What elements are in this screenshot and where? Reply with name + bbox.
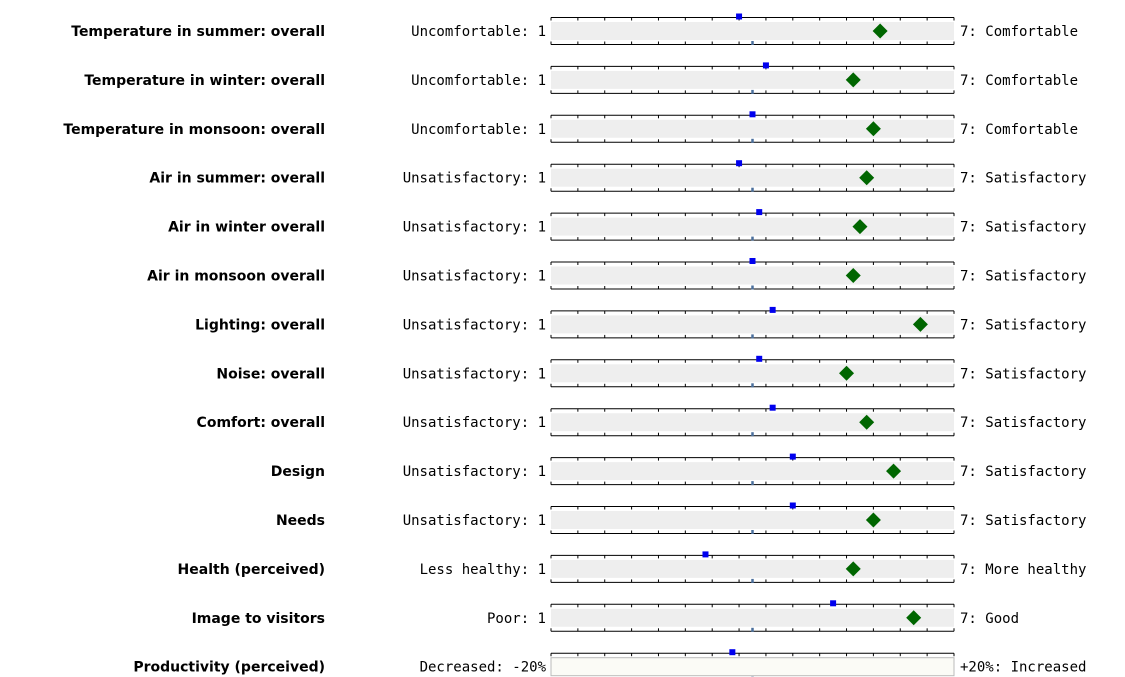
- benchmark-point: [756, 209, 763, 216]
- building-value-point: [865, 512, 881, 528]
- scale-right-label: 7: More healthy: [960, 562, 1086, 578]
- row-label: Air in monsoon overall: [147, 269, 325, 285]
- scale-left-label: Unsatisfactory: 1: [403, 220, 546, 236]
- row-track: [551, 22, 954, 40]
- scale-right-label: 7: Comfortable: [960, 24, 1078, 40]
- building-value-point: [859, 170, 875, 186]
- scale-left-label: Decreased: -20%: [420, 660, 547, 676]
- scale-left-label: Unsatisfactory: 1: [403, 171, 546, 187]
- row-track: [551, 462, 954, 481]
- scale-right-label: 7: Satisfactory: [960, 415, 1086, 431]
- scale-right-label: 7: Good: [960, 611, 1019, 627]
- benchmark-point: [729, 649, 736, 656]
- benchmark-point: [736, 160, 743, 167]
- row-label: Temperature in winter: overall: [84, 73, 325, 89]
- benchmark-point: [702, 551, 709, 558]
- scale-left-label: Unsatisfactory: 1: [403, 415, 546, 431]
- row-label: Image to visitors: [192, 611, 325, 627]
- benchmark-point: [756, 355, 763, 362]
- benchmark-point: [769, 404, 776, 411]
- row-label: Design: [271, 464, 325, 480]
- scale-left-label: Less healthy: 1: [420, 562, 546, 578]
- building-value-point: [839, 365, 855, 381]
- scale-right-label: 7: Satisfactory: [960, 269, 1086, 285]
- building-value-point: [906, 610, 922, 626]
- benchmark-point: [736, 13, 743, 20]
- scale-left-label: Poor: 1: [487, 611, 546, 627]
- building-value-point: [865, 121, 881, 137]
- row-track: [551, 559, 954, 578]
- row-label: Lighting: overall: [195, 317, 325, 333]
- row-label: Comfort: overall: [197, 415, 325, 431]
- benchmark-point: [769, 306, 776, 313]
- row-track: [550, 657, 955, 677]
- scale-right-label: 7: Satisfactory: [960, 366, 1086, 382]
- scale-left-label: Uncomfortable: 1: [411, 122, 546, 138]
- scale-right-label: +20%: Increased: [960, 660, 1086, 676]
- row-track: [551, 119, 954, 138]
- row-label: Temperature in monsoon: overall: [63, 122, 325, 138]
- row-track: [551, 217, 954, 236]
- scale-right-label: 7: Satisfactory: [960, 317, 1086, 333]
- scale-left-label: Unsatisfactory: 1: [403, 317, 546, 333]
- benchmark-point: [749, 258, 756, 264]
- row-track: [551, 315, 954, 334]
- scale-left-label: Unsatisfactory: 1: [403, 513, 546, 529]
- building-value-point: [852, 219, 868, 235]
- benchmark-point: [749, 111, 756, 118]
- row-label: Health (perceived): [178, 562, 325, 578]
- scale-right-label: 7: Satisfactory: [960, 464, 1086, 480]
- scale-left-label: Uncomfortable: 1: [411, 73, 546, 89]
- building-value-point: [845, 561, 861, 577]
- scale-left-label: Unsatisfactory: 1: [403, 269, 546, 285]
- benchmark-point: [789, 453, 796, 460]
- building-value-point: [845, 268, 861, 283]
- scale-left-label: Unsatisfactory: 1: [403, 366, 546, 382]
- scale-right-label: 7: Comfortable: [960, 122, 1078, 138]
- row-label: Productivity (perceived): [133, 660, 325, 676]
- row-track: [551, 364, 954, 383]
- building-value-point: [845, 72, 861, 88]
- building-value-point: [872, 23, 888, 39]
- building-value-point: [886, 463, 902, 479]
- row-label: Air in winter overall: [168, 220, 325, 236]
- benchmark-point: [830, 600, 837, 607]
- benchmark-point: [762, 62, 769, 69]
- row-label: Needs: [276, 513, 325, 529]
- row-label: Air in summer: overall: [149, 171, 325, 187]
- scale-right-label: 7: Satisfactory: [960, 220, 1086, 236]
- scale-right-label: 7: Satisfactory: [960, 513, 1086, 529]
- scale-left-label: Uncomfortable: 1: [411, 24, 546, 40]
- row-track: [551, 511, 954, 529]
- building-value-point: [912, 316, 928, 332]
- row-track: [551, 70, 954, 89]
- row-label: Temperature in summer: overall: [71, 24, 325, 40]
- row-track: [551, 413, 954, 432]
- scale-right-label: 7: Satisfactory: [960, 171, 1086, 187]
- row-track: [551, 266, 954, 285]
- row-track: [551, 168, 954, 187]
- scale-left-label: Unsatisfactory: 1: [403, 464, 546, 480]
- row-label: Noise: overall: [216, 366, 325, 382]
- row-track: [551, 608, 954, 627]
- building-value-point: [859, 414, 875, 430]
- scale-right-label: 7: Comfortable: [960, 73, 1078, 89]
- benchmark-point: [789, 502, 796, 509]
